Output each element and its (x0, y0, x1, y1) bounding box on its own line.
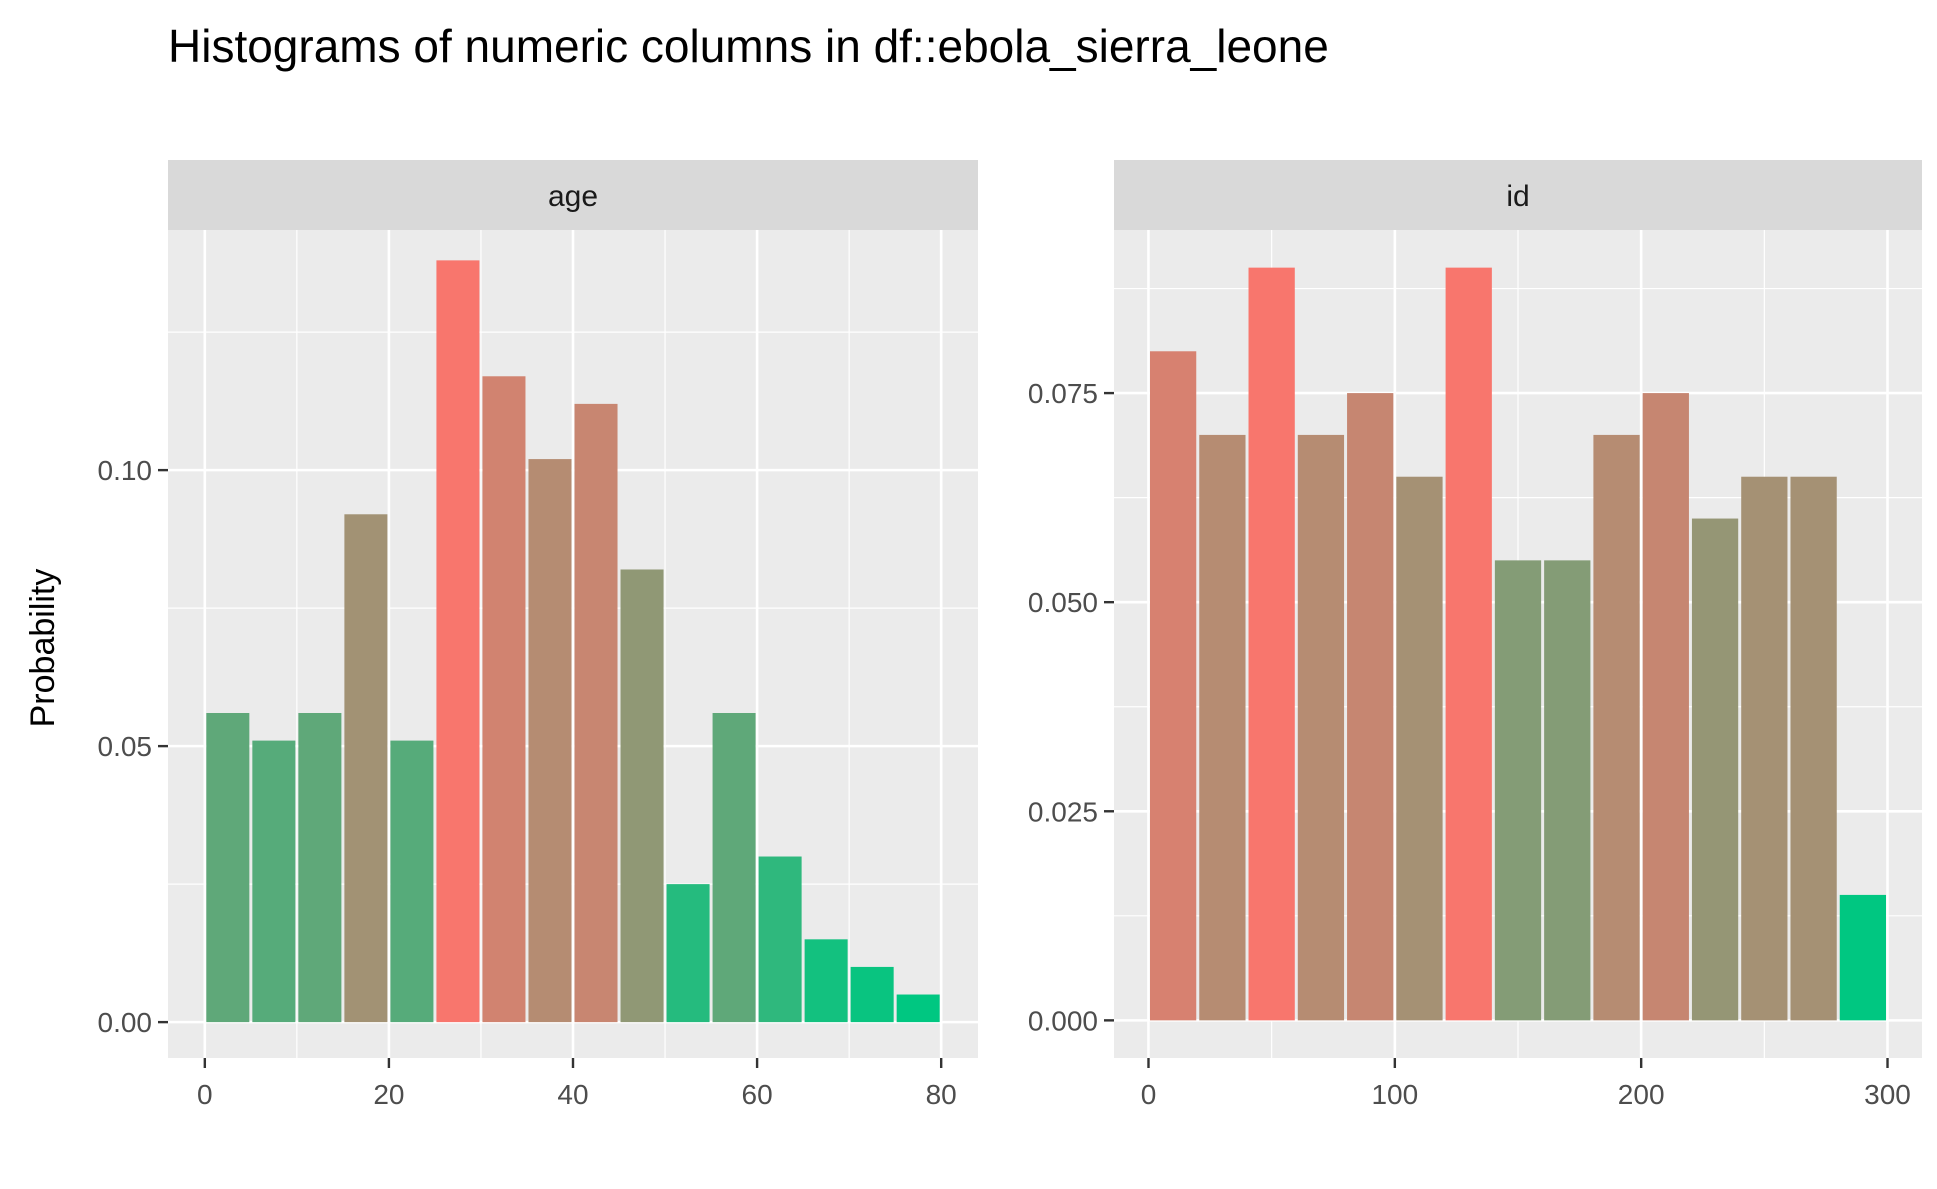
histogram-bar (436, 260, 480, 1023)
histogram-bar (1790, 476, 1837, 1021)
x-tick-label: 200 (1618, 1079, 1665, 1110)
histogram-bar (850, 966, 894, 1023)
histogram-bar (1593, 434, 1640, 1021)
histogram-bar (712, 713, 756, 1023)
x-tick-label: 0 (1141, 1079, 1157, 1110)
chart-title: Histograms of numeric columns in df::ebo… (168, 20, 1329, 72)
histogram-bar (390, 740, 434, 1023)
histogram-bar (758, 856, 802, 1023)
facet-strip-label: id (1506, 180, 1529, 213)
histogram-bar (482, 376, 526, 1023)
y-tick-label: 0.025 (1028, 796, 1098, 827)
y-axis-title: Probability (24, 569, 62, 728)
histogram-bar (666, 884, 710, 1023)
y-tick-label: 0.050 (1028, 587, 1098, 618)
y-tick-label: 0.075 (1028, 378, 1098, 409)
y-tick-label: 0.000 (1028, 1005, 1098, 1036)
facet-id: id 0.000 0.025 0.050 0.075 0 100 200 300 (1028, 160, 1922, 1110)
histogram-bar (1248, 267, 1295, 1021)
facet-strip (1114, 160, 1922, 230)
y-tick-label: 0.05 (98, 731, 153, 762)
histogram-bar (1199, 434, 1246, 1021)
histogram-bar (298, 713, 342, 1023)
histogram-bar (896, 994, 940, 1023)
x-tick-label: 40 (557, 1079, 588, 1110)
histogram-bar (1494, 560, 1542, 1021)
histogram-bar (574, 403, 618, 1023)
x-tick-label: 60 (742, 1079, 773, 1110)
histogram-bar (1297, 434, 1345, 1021)
x-tick-label: 300 (1864, 1079, 1911, 1110)
facet-age: age 0.00 0.05 0.10 0 20 40 60 80 (98, 160, 978, 1110)
histogram-bar (1741, 476, 1788, 1021)
histogram-bar (1544, 560, 1591, 1021)
histogram-bar (528, 459, 572, 1023)
x-tick-label: 100 (1371, 1079, 1418, 1110)
histogram-bar (1691, 518, 1739, 1021)
histogram-bar (344, 514, 388, 1023)
facet-panels: age 0.00 0.05 0.10 0 20 40 60 80 id 0.000 0.025 0.05… (98, 160, 1922, 1110)
histogram-bar (1839, 894, 1887, 1021)
histogram-bar (1445, 267, 1492, 1021)
histogram-bar (1642, 393, 1689, 1021)
histogram-bar (1347, 393, 1394, 1021)
x-tick-label: 0 (197, 1079, 213, 1110)
y-tick-label: 0.00 (98, 1007, 153, 1038)
histogram-bar (804, 939, 848, 1023)
histogram-bar (206, 713, 250, 1023)
histogram-bar (620, 569, 664, 1023)
x-tick-label: 20 (373, 1079, 404, 1110)
histogram-bar (1396, 476, 1443, 1021)
facet-strip (168, 160, 978, 230)
histogram-bar (1149, 351, 1197, 1021)
x-tick-label: 80 (926, 1079, 957, 1110)
y-tick-label: 0.10 (98, 455, 153, 486)
histogram-bar (252, 740, 296, 1023)
facet-strip-label: age (548, 180, 598, 213)
